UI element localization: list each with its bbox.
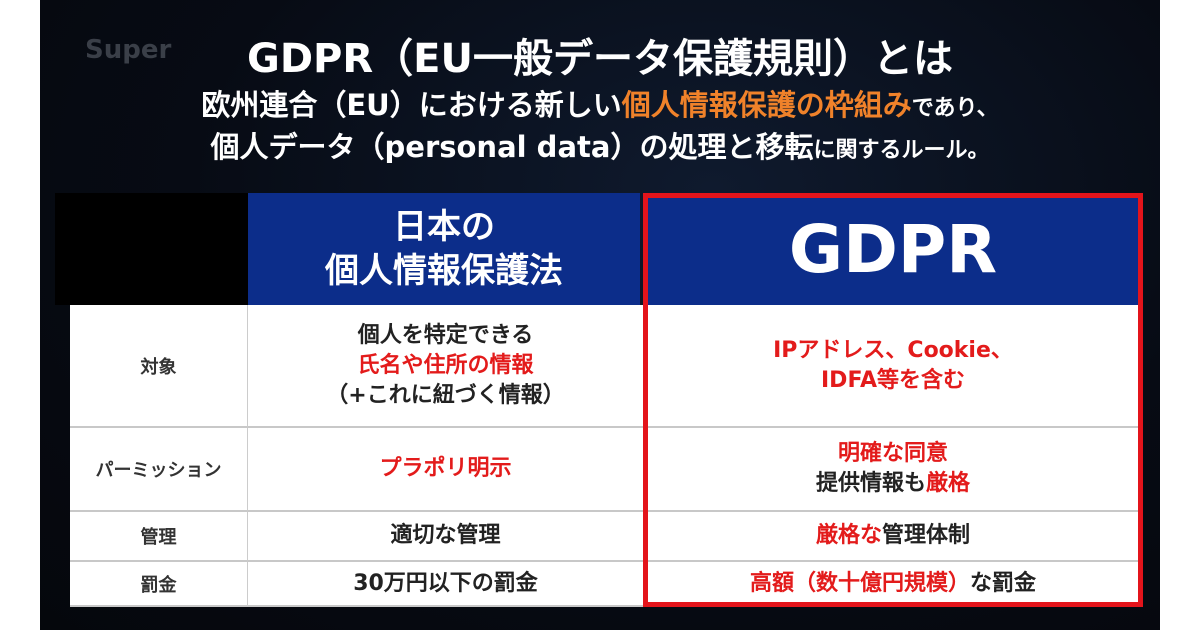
highlight-text: プラポリ明示 xyxy=(379,456,512,481)
cell-line: プラポリ明示 xyxy=(379,454,511,484)
cell-text: 提供情報も xyxy=(815,471,926,496)
cell-japan: プラポリ明示 xyxy=(248,428,643,512)
cell-line: IPアドレス、Cookie、 xyxy=(773,336,1013,366)
header-japan-line2: 個人情報保護法 xyxy=(325,251,563,291)
header-japan-line1: 日本の xyxy=(393,207,495,247)
table-corner xyxy=(55,193,248,305)
highlight-text: 明確な同意 xyxy=(837,441,948,466)
highlight-text: 厳格 xyxy=(926,471,971,496)
cell-text: （+これに紐づく情報） xyxy=(326,382,565,408)
highlight-text: 高額（数十億円規模） xyxy=(749,570,970,596)
cell-line: 適切な管理 xyxy=(390,521,500,551)
cell-text: な罰金 xyxy=(970,570,1037,596)
cell-gdpr: 高額（数十億円規模）な罰金 xyxy=(643,562,1143,607)
highlight-text: 氏名や住所の情報 xyxy=(357,352,534,378)
cell-gdpr: 厳格な管理体制 xyxy=(643,512,1143,562)
subtitle-segment: であり、 xyxy=(911,96,999,121)
cell-text: 適切な管理 xyxy=(390,523,501,548)
cell-japan: 個人を特定できる 氏名や住所の情報 （+これに紐づく情報） xyxy=(248,305,643,428)
subtitle-line-2: 個人データ（personal data）の処理と移転に関するルール。 xyxy=(40,124,1160,166)
cell-line: （+これに紐づく情報） xyxy=(326,381,564,411)
watermark-logo: Super xyxy=(85,35,172,65)
subtitle-segment: 個人データ（personal data）の処理と移転 xyxy=(210,130,814,164)
cell-line: IDFA等を含む xyxy=(821,366,965,396)
cell-gdpr: 明確な同意提供情報も厳格 xyxy=(643,428,1143,512)
cell-text: 個人を特定できる xyxy=(357,322,534,348)
cell-line: 明確な同意 xyxy=(838,439,948,469)
cell-line: 個人を特定できる xyxy=(358,321,534,351)
cell-japan: 適切な管理 xyxy=(248,512,643,562)
highlight-text: 厳格な xyxy=(815,523,882,548)
cell-line: 30万円以下の罰金 xyxy=(353,569,538,599)
cell-text: 管理体制 xyxy=(882,523,971,548)
cell-line: 厳格な管理体制 xyxy=(816,521,970,551)
subtitle-line-1: 欧州連合（EU）における新しい個人情報保護の枠組みであり、 xyxy=(40,82,1160,124)
cell-gdpr: IPアドレス、Cookie、 IDFA等を含む xyxy=(643,305,1143,428)
header-gdpr: GDPR xyxy=(643,193,1143,305)
cell-line: 提供情報も厳格 xyxy=(816,469,970,499)
highlight-text: IPアドレス、Cookie、 xyxy=(773,337,1013,363)
highlight-text: IDFA等を含む xyxy=(821,367,965,393)
header-japan-law: 日本の 個人情報保護法 xyxy=(248,193,640,305)
row-label: 対象 xyxy=(70,305,248,428)
cell-japan: 30万円以下の罰金 xyxy=(248,562,643,607)
subtitle-segment: に関するルール。 xyxy=(813,138,990,163)
cell-text: 30万円以下の罰金 xyxy=(353,570,538,596)
subtitle-segment: 欧州連合（EU）における新しい xyxy=(201,88,622,122)
row-label: パーミッション xyxy=(70,428,248,512)
cell-line: 高額（数十億円規模）な罰金 xyxy=(750,569,1036,599)
comparison-table: 日本の 個人情報保護法 GDPR 対象 個人を特定できる 氏名や住所の情報 （+これに… xyxy=(55,193,1143,607)
cell-line: 氏名や住所の情報 xyxy=(357,351,533,381)
row-label: 罰金 xyxy=(70,562,248,607)
row-label: 管理 xyxy=(70,512,248,562)
slide-title: GDPR（EU一般データ保護規則）とは xyxy=(247,36,953,82)
subtitle-segment: 個人情報保護の枠組み xyxy=(621,88,912,122)
